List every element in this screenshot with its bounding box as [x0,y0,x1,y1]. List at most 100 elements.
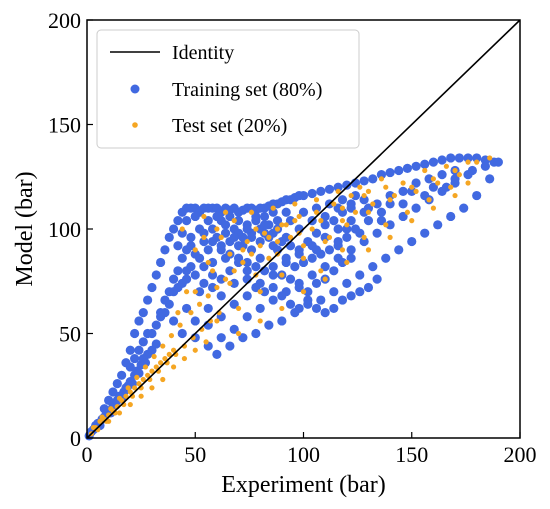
test-point-106 [452,192,458,199]
test-point-43 [160,343,166,349]
test-point-56 [188,310,194,316]
training-point-235 [277,236,287,247]
test-point-45 [177,322,183,328]
training-point-237 [294,245,304,255]
test-point-49 [138,393,144,399]
training-point-83 [359,176,369,186]
test-point-71 [227,251,233,257]
training-point-292 [233,257,244,268]
test-point-11 [136,381,142,387]
training-point-44 [160,245,170,255]
training-point-136 [246,232,257,242]
test-point-78 [348,192,354,199]
training-point-324 [125,362,135,372]
legend-training-label: Training set (80%) [172,79,322,101]
test-point-109 [201,213,207,220]
test-point-88 [344,222,350,228]
training-point-46 [169,224,179,234]
training-point-332 [164,287,174,297]
test-point-107 [465,180,471,186]
test-point-113 [292,201,298,207]
test-point-129 [370,201,376,207]
training-point-78 [316,186,326,196]
training-point-140 [298,207,309,217]
test-point-68 [292,218,298,224]
training-point-296 [268,282,278,293]
y-tick-label-1: 50 [59,322,81,347]
training-point-211 [329,287,339,297]
training-point-128 [272,216,283,226]
training-point-323 [311,245,322,255]
training-point-86 [385,167,395,178]
training-point-130 [169,316,179,326]
test-point-92 [430,176,436,182]
test-point-112 [270,205,276,211]
training-point-226 [199,262,209,272]
training-point-39 [138,308,148,318]
test-point-72 [244,238,250,245]
test-point-67 [283,222,289,228]
training-point-318 [420,190,430,201]
training-point-225 [190,270,200,280]
test-point-86 [300,255,307,261]
training-point-219 [433,220,443,230]
x-tick-label-1: 50 [184,442,206,467]
training-point-325 [130,353,140,364]
training-point-45 [164,232,174,242]
training-point-313 [428,182,438,192]
test-point-64 [257,243,263,249]
test-point-83 [235,305,242,312]
training-point-179 [437,170,447,180]
training-point-326 [134,345,144,355]
training-point-204 [238,333,248,343]
x-tick-label-2: 100 [287,442,320,467]
training-point-213 [355,270,365,280]
training-point-264 [363,216,374,226]
training-point-41 [147,282,157,293]
test-point-97 [257,318,263,324]
test-point-58 [205,293,211,299]
training-point-283 [311,278,322,288]
test-point-102 [365,247,372,253]
ticks-layer: 0 50 100 150 200 0 50 100 150 200 [48,8,537,467]
test-point-36 [99,414,105,420]
training-point-47 [173,216,183,226]
training-point-114 [268,207,278,217]
test-point-81 [400,180,406,186]
training-point-247 [212,211,222,222]
training-point-333 [169,274,179,284]
test-point-46 [106,418,112,424]
test-point-55 [203,339,209,345]
test-point-108 [179,226,185,232]
training-point-77 [307,188,317,199]
test-point-85 [279,272,285,278]
test-point-121 [218,234,224,240]
training-point-175 [385,190,395,201]
training-point-220 [446,211,456,222]
training-point-218 [420,228,430,238]
test-point-41 [142,364,149,370]
training-point-42 [151,270,161,280]
test-point-147 [183,289,190,295]
training-point-215 [381,253,391,263]
training-point-270 [199,228,209,238]
training-point-149 [229,278,239,288]
training-point-298 [285,299,296,309]
training-point-280 [285,274,296,284]
training-point-76 [298,190,309,201]
training-point-113 [259,211,270,222]
test-point-116 [357,184,363,190]
test-point-66 [274,226,281,232]
training-point-302 [320,308,330,318]
test-point-96 [235,330,242,337]
training-point-242 [337,207,348,217]
test-point-118 [422,167,428,174]
test-point-8 [123,393,129,399]
test-point-103 [387,234,393,240]
training-point-163 [229,299,239,309]
training-point-87 [394,165,404,176]
training-point-38 [134,316,144,326]
test-point-2 [97,418,103,424]
training-point-205 [251,328,261,339]
